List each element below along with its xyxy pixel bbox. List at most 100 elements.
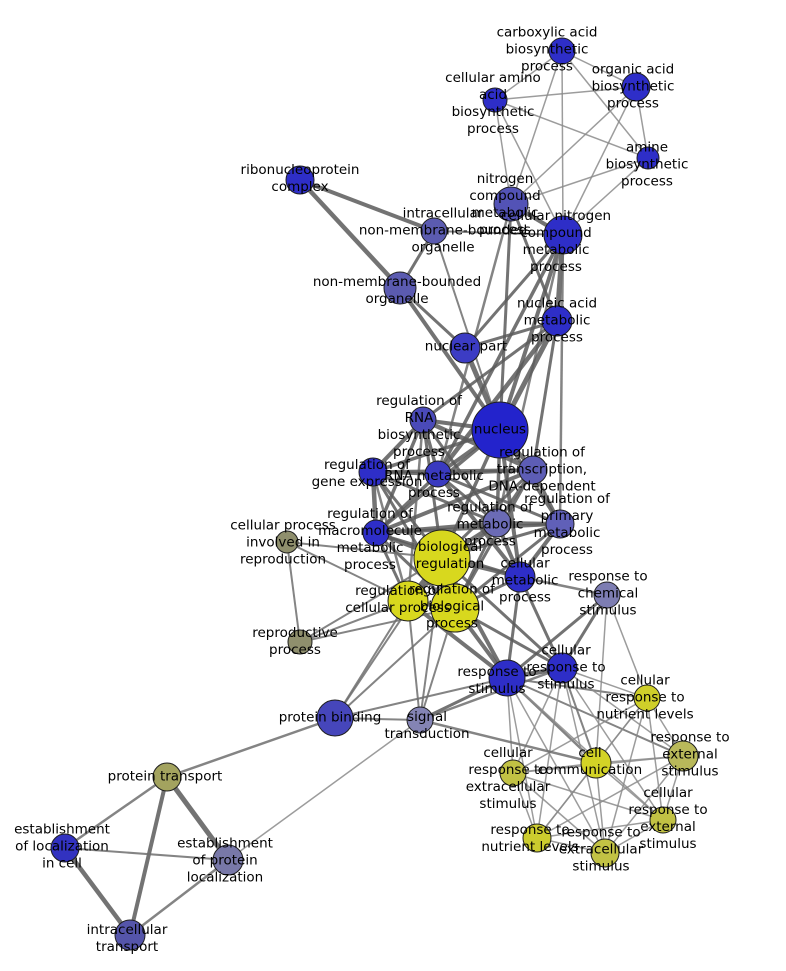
graph-node-repro[interactable] xyxy=(287,629,313,655)
graph-edge-elc-epl xyxy=(64,847,229,861)
graph-edge-pbind-ptrans xyxy=(166,716,336,779)
graph-node-ptrans[interactable] xyxy=(152,762,182,792)
graph-edge-bioreg-pbind xyxy=(334,557,443,719)
graph-node-rcp[interactable] xyxy=(387,580,429,622)
graph-edge-rts-rcs xyxy=(506,593,608,680)
graph-edge-rts-rtexs xyxy=(506,677,606,854)
graph-node-inmbo[interactable] xyxy=(420,217,448,245)
graph-edge-rcs-cellcomm xyxy=(595,594,608,764)
graph-edge-oab-cncm xyxy=(562,86,637,236)
graph-node-rtd[interactable] xyxy=(518,455,548,485)
graph-node-rbp[interactable] xyxy=(430,583,480,633)
graph-edge-cres-cresext xyxy=(512,772,664,821)
graph-node-rge[interactable] xyxy=(358,457,388,487)
graph-edge-rbp-pbind xyxy=(334,607,456,719)
graph-edge-ribo-nmbo xyxy=(298,178,402,290)
graph-node-rtexs[interactable] xyxy=(590,838,620,868)
graph-node-pbind[interactable] xyxy=(316,699,354,737)
graph-edge-cncm-rpm xyxy=(558,234,565,525)
graph-node-cellcomm[interactable] xyxy=(580,747,612,779)
graph-edge-ptrans-epl xyxy=(164,775,231,862)
graph-node-crts[interactable] xyxy=(546,652,578,684)
graph-edge-ribo-inmbo xyxy=(299,178,435,233)
graph-node-nucleus[interactable] xyxy=(471,401,529,459)
graph-edge-crts-sigtrans xyxy=(419,666,563,722)
graph-node-npart[interactable] xyxy=(449,332,481,364)
graph-edge-caa-ncm xyxy=(494,99,512,205)
graph-edge-nam-rrb xyxy=(422,319,558,422)
graph-edge-carb-caa xyxy=(494,50,563,101)
graph-node-crnl[interactable] xyxy=(633,684,661,712)
nodes-layer xyxy=(50,37,699,951)
graph-node-itrans[interactable] xyxy=(114,919,146,951)
graph-node-elc[interactable] xyxy=(50,833,80,863)
graph-edge-rnam-rpm xyxy=(437,472,561,526)
graph-edge-rtes-rtnl xyxy=(536,755,684,839)
graph-node-rpm[interactable] xyxy=(545,509,575,539)
graph-edge-crts-cellcomm xyxy=(561,667,597,764)
graph-edge-cncm-nucleus xyxy=(498,234,565,431)
graph-edge-carb-cncm xyxy=(561,50,564,236)
graph-edge-inmbo-cncm xyxy=(433,230,564,236)
graph-node-oab[interactable] xyxy=(621,72,651,102)
graph-node-ncm[interactable] xyxy=(493,186,529,222)
graph-edge-ncm-nam xyxy=(509,203,559,322)
graph-edge-nam-npart xyxy=(464,319,558,350)
graph-edge-cncm-npart xyxy=(463,234,565,349)
graph-node-nmbo[interactable] xyxy=(383,271,417,305)
graph-edge-rcs-crnl xyxy=(606,594,648,699)
graph-node-rtes[interactable] xyxy=(667,740,699,772)
graph-edge-rge-rmp xyxy=(372,470,498,525)
graph-edge-nam-rtd xyxy=(531,320,559,471)
graph-node-sigtrans[interactable] xyxy=(406,706,434,734)
graph-edge-rcp-cpir xyxy=(286,541,409,602)
graph-node-cresext[interactable] xyxy=(649,806,677,834)
graph-node-bioreg[interactable] xyxy=(413,529,471,587)
graph-edge-inmbo-nucleus xyxy=(433,230,501,431)
graph-edge-cellcomm-sigtrans xyxy=(419,718,597,765)
edges-layer xyxy=(63,50,684,937)
graph-edge-cellcomm-rtnl xyxy=(536,762,597,839)
graph-node-cmp[interactable] xyxy=(504,561,536,593)
graph-node-rcs[interactable] xyxy=(593,581,621,609)
graph-node-rts[interactable] xyxy=(488,659,526,697)
graph-edge-cresext-rtnl xyxy=(536,819,664,839)
graph-node-epl[interactable] xyxy=(212,844,244,876)
graph-node-cres[interactable] xyxy=(499,759,527,787)
graph-edge-oab-ncm xyxy=(510,86,637,205)
graph-node-cpir[interactable] xyxy=(275,530,299,554)
graph-node-cncm[interactable] xyxy=(543,215,583,255)
graph-node-caa[interactable] xyxy=(482,87,508,113)
graph-edge-carb-amine xyxy=(561,50,649,159)
graph-node-rmm[interactable] xyxy=(362,519,390,547)
graph-edge-cres-rtexs xyxy=(512,772,606,854)
graph-node-amine[interactable] xyxy=(636,146,660,170)
graph-node-carb[interactable] xyxy=(548,37,576,65)
graph-edge-rnam-rmm xyxy=(374,472,440,535)
graph-edge-caa-cncm xyxy=(494,99,564,236)
graph-edge-rts-rtnl xyxy=(506,677,538,839)
graph-edge-ptrans-itrans xyxy=(128,776,169,936)
graph-edge-amine-ncm xyxy=(510,157,649,205)
graph-node-ribo[interactable] xyxy=(285,165,315,195)
graph-node-rnam[interactable] xyxy=(424,460,452,488)
graph-node-rrb[interactable] xyxy=(409,406,437,434)
graph-edge-elc-itrans xyxy=(63,846,132,937)
graph-edge-crts-cresext xyxy=(561,667,664,821)
graph-edge-carb-ncm xyxy=(510,50,563,205)
graph-edge-caa-amine xyxy=(494,99,649,159)
graph-edge-epl-itrans xyxy=(129,859,229,936)
graph-edge-cmp-crts xyxy=(518,576,564,669)
graph-edge-ptrans-elc xyxy=(64,775,168,850)
graph-edge-rtd-rnam xyxy=(437,468,534,476)
graph-edge-crnl-cres xyxy=(512,697,648,774)
graph-node-nam[interactable] xyxy=(541,305,573,337)
graph-edge-nmbo-nucleus xyxy=(398,286,502,432)
graph-edge-caa-oab xyxy=(494,86,637,101)
graph-node-rmp[interactable] xyxy=(482,508,512,538)
graph-edge-rts-pbind xyxy=(334,677,508,719)
graph-node-rtnl[interactable] xyxy=(522,823,552,853)
graph-edge-nam-rnam xyxy=(436,319,559,476)
graph-edge-rts-crnl xyxy=(506,677,648,699)
